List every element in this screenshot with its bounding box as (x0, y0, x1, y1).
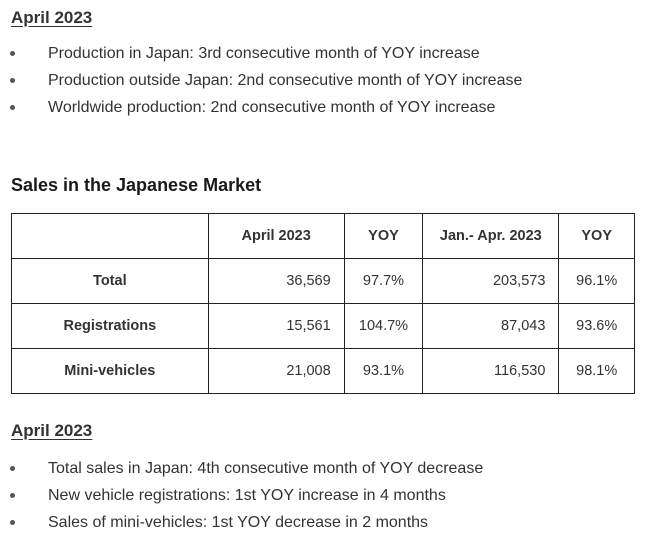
bullet-icon (10, 466, 15, 471)
april-yoy-value: 97.7% (343, 258, 424, 304)
table-row: Registrations 15,561 104.7% 87,043 93.6% (11, 303, 635, 349)
bullet-icon (10, 105, 15, 110)
table-header-row: April 2023 YOY Jan.- Apr. 2023 YOY (11, 213, 635, 259)
jan-apr-yoy-value: 98.1% (558, 348, 635, 394)
sales-section-heading: April 2023 (11, 421, 93, 440)
bullet-icon (10, 78, 15, 83)
header-cell-empty (11, 213, 209, 259)
row-label: Total (11, 258, 209, 304)
header-cell-april: April 2023 (207, 213, 345, 259)
april-yoy-value: 93.1% (343, 348, 424, 394)
production-section-heading: April 2023 (11, 8, 93, 27)
sales-table: April 2023 YOY Jan.- Apr. 2023 YOY Total… (11, 213, 635, 394)
jan-apr-yoy-value: 93.6% (558, 303, 635, 349)
jan-apr-value: 87,043 (422, 303, 560, 349)
april-value: 21,008 (207, 348, 345, 394)
header-cell-jan-apr: Jan.- Apr. 2023 (422, 213, 560, 259)
april-value: 15,561 (207, 303, 345, 349)
list-item-text: Sales of mini-vehicles: 1st YOY decrease… (48, 514, 429, 531)
jan-apr-value: 203,573 (422, 258, 560, 304)
list-item-text: Total sales in Japan: 4th consecutive mo… (48, 460, 484, 477)
table-row: Mini-vehicles 21,008 93.1% 116,530 98.1% (11, 348, 635, 394)
list-item-text: Worldwide production: 2nd consecutive mo… (48, 99, 496, 116)
april-value: 36,569 (207, 258, 345, 304)
list-item-text: Production in Japan: 3rd consecutive mon… (48, 45, 480, 62)
bullet-icon (10, 51, 15, 56)
bullet-icon (10, 493, 15, 498)
bullet-icon (10, 520, 15, 525)
jan-apr-value: 116,530 (422, 348, 560, 394)
list-item-text: New vehicle registrations: 1st YOY incre… (48, 487, 446, 504)
table-row: Total 36,569 97.7% 203,573 96.1% (11, 258, 635, 304)
row-label: Registrations (11, 303, 209, 349)
list-item-text: Production outside Japan: 2nd consecutiv… (48, 72, 523, 89)
row-label: Mini-vehicles (11, 348, 209, 394)
jan-apr-yoy-value: 96.1% (558, 258, 635, 304)
sales-table-title: Sales in the Japanese Market (11, 175, 262, 195)
header-cell-jan-apr-yoy: YOY (558, 213, 635, 259)
april-yoy-value: 104.7% (343, 303, 424, 349)
header-cell-april-yoy: YOY (343, 213, 424, 259)
